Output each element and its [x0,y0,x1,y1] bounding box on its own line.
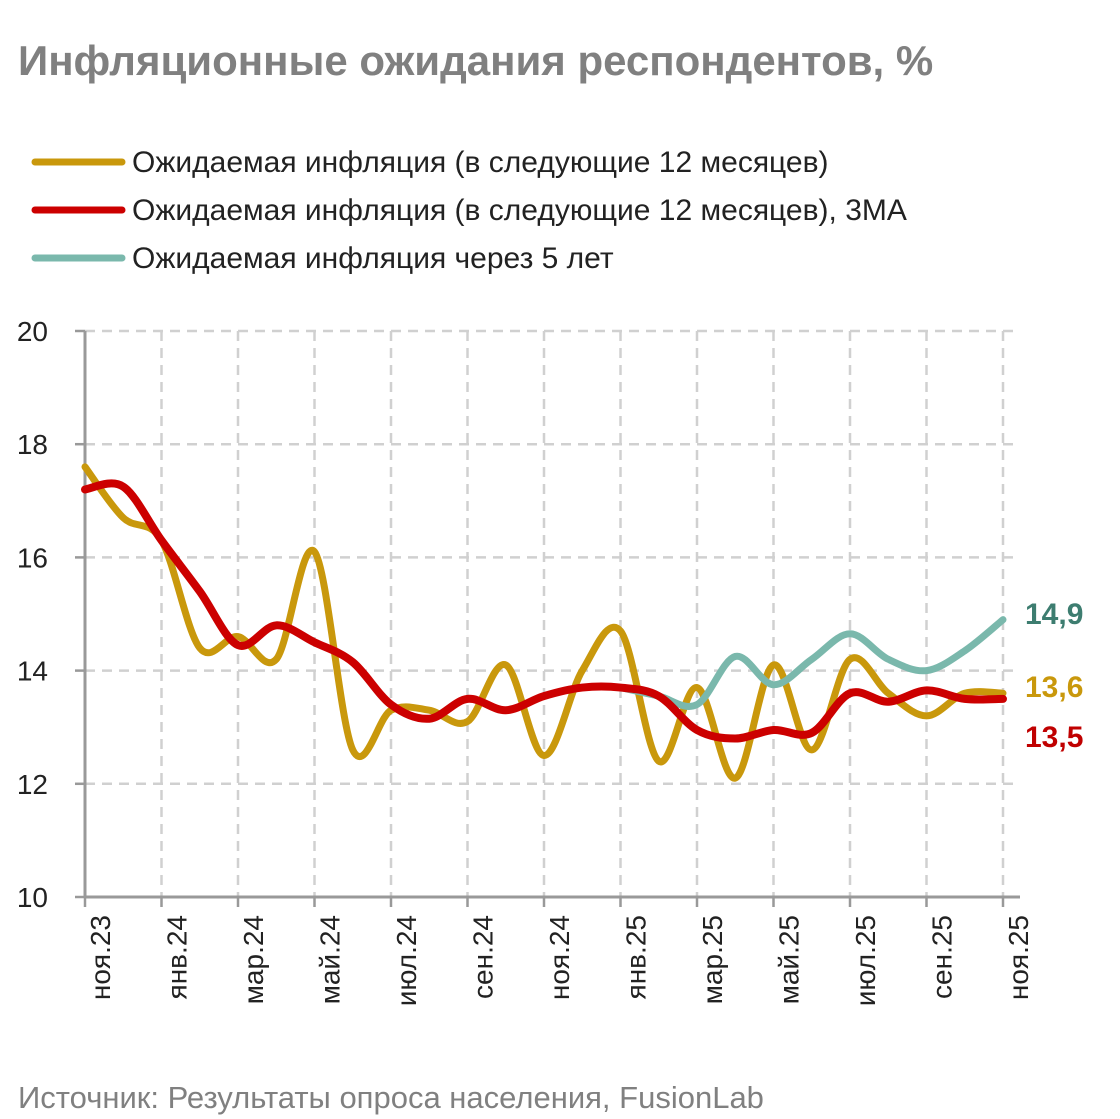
series-line-expected-12m-3ma [81,479,1007,743]
x-tick-label: мар.24 [238,915,269,1004]
x-tick-label: ноя.24 [544,915,575,1000]
y-tick-label: 14 [17,656,48,687]
series-lines [81,463,1007,782]
x-tick-label: ноя.23 [85,915,116,1000]
chart-title: Инфляционные ожидания респондентов, % [18,37,933,84]
x-tick-label: ноя.25 [1003,915,1034,1000]
x-tick-label: мар.25 [697,915,728,1004]
x-tick-label: май.25 [774,915,805,1004]
x-tick-label: июл.25 [850,915,881,1006]
legend-label: Ожидаемая инфляция (в следующие 12 месяц… [132,146,829,179]
y-tick-label: 16 [17,542,48,573]
end-labels: 13,6 13,5 14,9 [1025,598,1083,754]
y-tick-label: 10 [17,882,48,913]
legend-label: Ожидаемая инфляция через 5 лет [132,242,614,275]
x-tick-label: май.24 [315,915,346,1004]
legend-label: Ожидаемая инфляция (в следующие 12 месяц… [132,194,907,227]
y-tick-label: 18 [17,429,48,460]
x-tick-label: сен.24 [468,915,499,999]
end-value-label: 13,6 [1025,671,1083,704]
x-tick-label: янв.24 [162,915,193,999]
axes [83,331,1020,899]
x-tick-label: сен.25 [927,915,958,999]
source-note: Источник: Результаты опроса населения, F… [18,1080,764,1115]
x-tick-label: июл.24 [391,915,422,1006]
y-tick-label: 12 [17,769,48,800]
end-value-label: 13,5 [1025,721,1083,754]
y-tick-label: 20 [17,316,48,347]
x-tick-label: янв.25 [621,915,652,999]
end-value-label: 14,9 [1025,598,1083,631]
grid: 10 12 14 16 18 20 ноя.23 янв.24 мар.24 май.24 июл.… [17,316,1034,1006]
legend: Ожидаемая инфляция (в следующие 12 месяц… [31,146,907,275]
series-line-expected-5y [617,616,1007,710]
